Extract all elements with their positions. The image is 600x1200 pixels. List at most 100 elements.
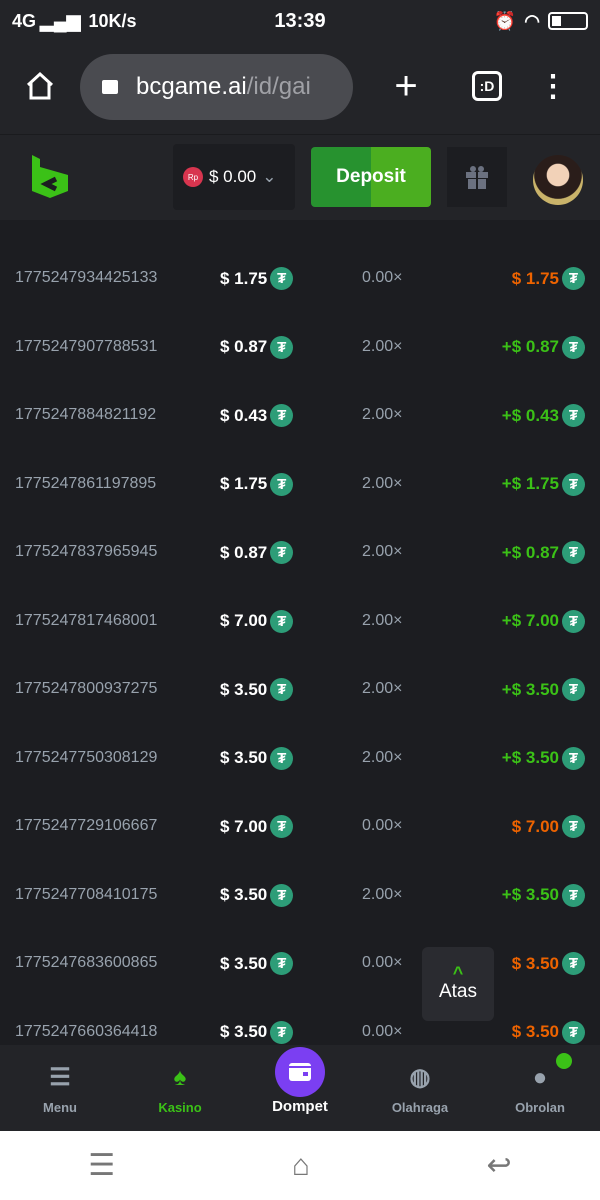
alarm-icon: ⏰ [493, 10, 517, 31]
network-label: 4G [12, 10, 37, 31]
bcgame-logo[interactable] [30, 153, 70, 204]
browser-toolbar: bcgame.ai/id/gai + :D ⋮ [0, 42, 600, 134]
bet-id: 1775247837965945 [15, 543, 158, 560]
multiplier: 2.00× [362, 406, 403, 423]
recent-apps-icon[interactable]: ☰ [88, 1149, 116, 1182]
bet-id: 1775247884821192 [15, 406, 157, 423]
bet-id: 1775247800937275 [15, 680, 158, 697]
multiplier: 0.00× [362, 269, 403, 286]
wifi-icon: ◠ [524, 10, 540, 31]
usdt-icon: ₮ [270, 1020, 294, 1044]
chevron-down-icon: ⌄ [262, 167, 277, 186]
site-header: Rp $ 0.00 ⌄ Deposit [0, 134, 600, 220]
payout: +$ 0.87 ₮ [502, 541, 585, 564]
usdt-icon: ₮ [562, 746, 585, 770]
usdt-icon: ₮ [270, 815, 294, 838]
usdt-icon: ₮ [270, 472, 294, 496]
url-host: bcgame.ai [136, 73, 247, 100]
multiplier: 2.00× [362, 885, 403, 903]
bet-amount: $ 3.50 ₮ [220, 746, 294, 770]
table-row[interactable]: 1775247837965945 $ 0.87 ₮ 2.00× +$ 0.87 ₮ [0, 519, 600, 588]
usdt-icon: ₮ [562, 404, 585, 427]
table-row[interactable]: 1775247884821192 $ 0.43 ₮ 2.00× +$ 0.43 ₮ [0, 382, 600, 451]
back-icon[interactable]: ↩ [486, 1149, 512, 1182]
nav-obrolan[interactable]: ● Obrolan [480, 1045, 600, 1131]
signal-icon: ▂▄▆ [40, 10, 81, 31]
multiplier: 0.00× [362, 1022, 403, 1040]
multiplier: 2.00× [362, 748, 403, 766]
table-row[interactable]: 1775247800937275 $ 3.50 ₮ 2.00× +$ 3.50 ₮ [0, 656, 600, 725]
payout: $ 7.00 ₮ [512, 815, 585, 838]
payout: +$ 3.50 ₮ [502, 678, 585, 701]
basketball-icon: ◍ [409, 1064, 431, 1091]
bottom-nav: ☰ Menu ♠ Kasino Dompet ◍ Olahraga ● Obrolan [0, 1045, 600, 1131]
table-row[interactable]: 1775247729106667 $ 7.00 ₮ 0.00× $ 7.00 ₮ [0, 793, 600, 862]
system-nav-bar: ☰ ⌂ ↩ [0, 1131, 600, 1200]
usdt-icon: ₮ [270, 952, 294, 975]
bet-id: 1775247729106667 [15, 817, 158, 834]
multiplier: 2.00× [362, 474, 403, 492]
bet-amount: $ 0.87 ₮ [220, 541, 294, 564]
usdt-icon: ₮ [562, 541, 585, 564]
table-row[interactable]: 1775247750308129 $ 3.50 ₮ 2.00× +$ 3.50 ₮ [0, 725, 600, 794]
usdt-icon: ₮ [270, 267, 294, 290]
table-row[interactable]: 1775247683600865 $ 3.50 ₮ 0.00× $ 3.50 ₮ [0, 930, 600, 999]
bet-id: 1775247907788531 [15, 337, 158, 355]
payout: +$ 3.50 ₮ [502, 746, 585, 770]
notification-dot [556, 1053, 572, 1069]
bet-id: 1775247708410175 [15, 885, 158, 903]
balance-amount: $ 0.00 [209, 167, 257, 186]
status-bar: 4G ▂▄▆ 10K/s 13:39 ⏰ ◠ [0, 0, 600, 42]
nav-olahraga[interactable]: ◍ Olahraga [391, 1064, 449, 1115]
multiplier: 2.00× [362, 543, 403, 560]
gift-icon[interactable] [447, 147, 507, 207]
table-row[interactable]: 1775247861197895 $ 1.75 ₮ 2.00× +$ 1.75 ₮ [0, 451, 600, 520]
usdt-icon: ₮ [562, 472, 585, 496]
nav-menu[interactable]: ☰ Menu [43, 1064, 77, 1115]
bet-amount: $ 7.00 ₮ [220, 609, 294, 633]
multiplier: 2.00× [362, 337, 403, 355]
bet-id: 1775247861197895 [15, 474, 157, 492]
table-row[interactable]: 1775247708410175 $ 3.50 ₮ 2.00× +$ 3.50 ₮ [0, 862, 600, 931]
tabs-button[interactable]: :D [467, 66, 507, 106]
table-row[interactable]: 1775247817468001 $ 7.00 ₮ 2.00× +$ 7.00 ₮ [0, 588, 600, 657]
table-row[interactable]: 1775247907788531 $ 0.87 ₮ 2.00× +$ 0.87 ₮ [0, 314, 600, 383]
usdt-icon: ₮ [562, 952, 585, 975]
table-row[interactable]: 1775247934425133 $ 1.75 ₮ 0.00× $ 1.75 ₮ [0, 245, 600, 314]
usdt-icon: ₮ [270, 609, 294, 633]
url-path: /id/gai [246, 73, 311, 100]
table-row[interactable]: 1775247660364418 $ 3.50 ₮ 0.00× $ 3.50 ₮ [0, 999, 600, 1068]
home-icon[interactable] [20, 66, 60, 106]
new-tab-icon[interactable]: + [394, 63, 418, 108]
menu-icon: ☰ [49, 1064, 71, 1091]
usdt-icon: ₮ [562, 883, 585, 907]
bet-id: 1775247660364418 [15, 1022, 158, 1040]
multiplier: 0.00× [362, 817, 403, 834]
balance-selector[interactable]: Rp $ 0.00 ⌄ [173, 144, 295, 210]
payout: +$ 0.87 ₮ [502, 335, 585, 359]
back-to-top-button[interactable]: ^ Atas [422, 947, 494, 1021]
bet-amount: $ 3.50 ₮ [220, 952, 294, 975]
multiplier: 0.00× [362, 954, 403, 971]
nav-kasino[interactable]: ♠ Kasino [158, 1064, 202, 1115]
bet-amount: $ 0.87 ₮ [220, 335, 294, 359]
usdt-icon: ₮ [270, 335, 294, 359]
bet-amount: $ 1.75 ₮ [220, 267, 294, 290]
payout: +$ 3.50 ₮ [502, 883, 585, 907]
payout: +$ 1.75 ₮ [502, 472, 585, 496]
bet-amount: $ 0.43 ₮ [220, 404, 294, 427]
avatar[interactable] [533, 155, 583, 205]
chat-icon: ● [532, 1064, 548, 1091]
home-icon[interactable]: ⌂ [291, 1148, 310, 1182]
more-menu-icon[interactable]: ⋮ [538, 69, 568, 103]
bet-id: 1775247683600865 [15, 954, 158, 971]
nav-dompet[interactable]: Dompet [240, 1045, 360, 1131]
usdt-icon: ₮ [562, 267, 585, 290]
bet-amount: $ 3.50 ₮ [220, 883, 294, 907]
address-bar[interactable]: bcgame.ai/id/gai [80, 54, 353, 120]
deposit-button[interactable]: Deposit [311, 147, 431, 207]
usdt-icon: ₮ [270, 883, 294, 907]
bet-amount: $ 1.75 ₮ [220, 472, 294, 496]
bet-history-list: 1775247934425133 $ 1.75 ₮ 0.00× $ 1.75 ₮ 17… [0, 245, 600, 1067]
payout: $ 3.50 ₮ [512, 952, 585, 975]
